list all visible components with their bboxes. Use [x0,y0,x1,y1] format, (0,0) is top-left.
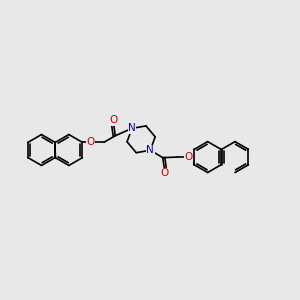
Text: O: O [184,152,193,162]
Text: O: O [110,115,118,125]
Text: N: N [128,123,136,134]
Text: O: O [86,137,95,147]
Text: O: O [160,168,168,178]
Text: N: N [146,145,154,155]
